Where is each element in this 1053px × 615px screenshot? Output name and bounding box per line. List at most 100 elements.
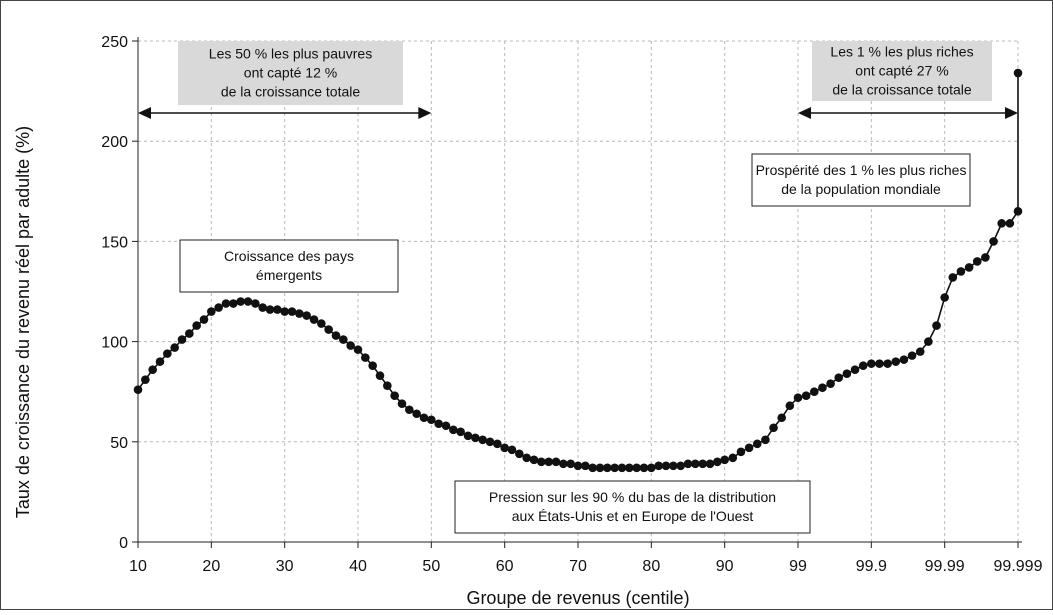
- annotation-text: Croissance des pays: [224, 248, 354, 264]
- data-point: [251, 299, 260, 308]
- data-point: [427, 415, 436, 425]
- range-arrow-poorest: [138, 107, 432, 119]
- x-tick-label: 99.99: [925, 558, 965, 575]
- data-point: [309, 315, 319, 324]
- x-tick-label: 10: [129, 558, 147, 575]
- annotation-text: ont capté 27 %: [855, 63, 948, 79]
- data-point: [661, 461, 671, 471]
- data-point: [192, 321, 201, 330]
- annotations: Les 50 % les plus pauvres ont capté 12 % d…: [138, 41, 1018, 534]
- data-point: [471, 433, 480, 443]
- data-point: [932, 321, 941, 330]
- data-point: [691, 459, 700, 469]
- data-point: [383, 381, 392, 390]
- x-tick-label: 50: [422, 558, 440, 575]
- annotation-text: émergents: [256, 267, 322, 283]
- data-point: [639, 463, 649, 473]
- data-point: [834, 373, 844, 382]
- annotation-text: Les 50 % les plus pauvres: [209, 46, 372, 62]
- data-point: [229, 299, 238, 308]
- data-point: [441, 421, 451, 431]
- data-point: [769, 423, 778, 433]
- data-point: [907, 351, 917, 360]
- data-point: [981, 253, 990, 262]
- data-point: [493, 439, 502, 449]
- x-tick-label: 80: [642, 558, 660, 575]
- x-axis-title: Groupe de revenus (centile): [466, 588, 689, 608]
- data-point: [163, 349, 172, 358]
- data-point: [339, 335, 348, 344]
- annotation-text: Prospérité des 1 % les plus riches: [756, 162, 967, 178]
- annotation-text: aux États-Unis et en Europe de l'Ouest: [512, 508, 754, 524]
- data-point: [728, 453, 738, 463]
- data-point: [537, 457, 546, 467]
- data-point: [956, 267, 966, 276]
- data-point: [185, 329, 194, 338]
- y-tick-label: 100: [101, 335, 128, 352]
- data-point: [924, 337, 933, 346]
- data-point: [625, 463, 634, 473]
- data-point: [449, 425, 458, 435]
- x-tick-label: 99: [789, 558, 807, 575]
- data-point: [989, 237, 998, 246]
- data-point: [867, 359, 876, 368]
- data-point: [390, 391, 399, 401]
- data-point: [353, 345, 363, 354]
- range-arrow-richest: [798, 107, 1018, 119]
- y-tick-label: 200: [101, 134, 128, 151]
- data-point: [793, 393, 803, 403]
- data-point: [705, 459, 715, 469]
- data-point: [948, 273, 958, 282]
- data-point: [368, 361, 377, 370]
- data-point: [972, 257, 982, 266]
- data-point: [603, 463, 612, 473]
- x-tick-label: 99.9: [856, 558, 887, 575]
- data-point: [891, 357, 901, 366]
- data-point: [744, 443, 754, 453]
- data-point: [818, 383, 827, 392]
- y-tick-label: 0: [119, 535, 128, 552]
- data-point: [375, 371, 385, 380]
- annotation-text: Pression sur les 90 % du bas de la distr…: [489, 489, 776, 505]
- data-point: [842, 369, 852, 378]
- data-point: [397, 399, 407, 409]
- data-point: [243, 297, 253, 306]
- x-tick-label: 99.999: [994, 558, 1043, 575]
- data-point: [785, 401, 795, 411]
- annotation-pressure: Pression sur les 90 % du bas de la distr…: [454, 480, 811, 534]
- data-point: [801, 391, 811, 401]
- data-point: [265, 305, 275, 314]
- annotation-richest-1: Les 1 % les plus riches ont capté 27 % de …: [812, 41, 992, 101]
- data-point: [761, 435, 770, 445]
- data-point: [566, 459, 575, 469]
- data-point: [133, 385, 143, 395]
- data-point: [551, 457, 561, 467]
- data-point: [720, 455, 729, 465]
- data-point: [405, 405, 414, 415]
- data-point: [1013, 207, 1023, 216]
- data-point: [777, 413, 786, 423]
- data-point: [324, 325, 333, 334]
- data-point: [810, 387, 819, 397]
- data-point: [148, 365, 157, 374]
- data-point: [280, 307, 289, 316]
- x-tick-label: 40: [349, 558, 367, 575]
- data-point: [214, 303, 223, 312]
- data-point: [588, 463, 597, 473]
- data-point: [610, 463, 619, 473]
- annotation-text: de la croissance totale: [832, 82, 972, 98]
- y-tick-label: 250: [101, 34, 128, 51]
- data-point: [826, 379, 835, 388]
- data-point: [177, 335, 187, 344]
- data-point: [899, 355, 909, 364]
- annotation-box: [454, 480, 811, 534]
- data-point: [676, 461, 685, 471]
- annotation-box: [812, 41, 992, 101]
- annotation-text: Les 1 % les plus riches: [830, 44, 973, 60]
- data-point: [698, 459, 707, 469]
- data-point: [581, 461, 590, 471]
- data-point: [683, 459, 693, 469]
- data-point: [141, 375, 150, 384]
